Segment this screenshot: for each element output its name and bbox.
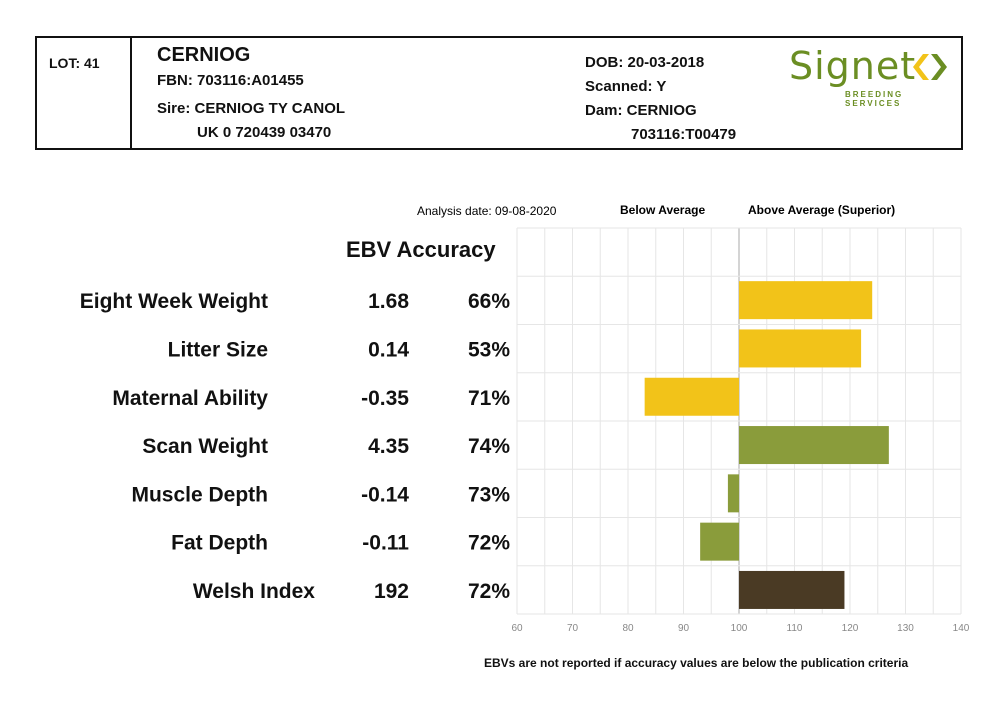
signet-logo-subtitle: BREEDING SERVICES — [845, 90, 904, 108]
accuracy-value: 71% — [468, 387, 510, 410]
signet-logo-text: Signet — [789, 44, 917, 88]
ebv-bar — [739, 570, 845, 609]
trait-label: Eight Week Weight — [80, 290, 268, 313]
trait-label: Maternal Ability — [112, 387, 268, 410]
accuracy-value: 66% — [468, 290, 510, 313]
accuracy-value: 72% — [468, 532, 510, 555]
ebv-bar — [739, 426, 889, 465]
ebv-value: -0.11 — [362, 532, 409, 555]
chart-grid — [516, 227, 962, 615]
ebv-bar — [727, 474, 739, 513]
above-average-label: Above Average (Superior) — [748, 203, 895, 217]
trait-rows: Eight Week Weight 1.68 66% Litter Size 0.14 5… — [80, 290, 511, 603]
trait-label: Litter Size — [168, 338, 268, 361]
trait-label: Fat Depth — [171, 532, 268, 555]
ebv-bar — [700, 522, 739, 561]
accuracy-value: 73% — [468, 483, 510, 506]
signet-chevrons-icon — [913, 54, 947, 80]
x-axis-ticks: 60 70 80 90 100 110 120 130 140 — [511, 623, 969, 634]
ebv-value: 0.14 — [368, 338, 409, 361]
x-tick-label: 140 — [953, 623, 970, 634]
x-tick-label: 130 — [897, 623, 914, 634]
trait-label: Welsh Index — [193, 580, 315, 603]
ebv-value: 1.68 — [368, 290, 409, 313]
dam-id: 703116:T00479 — [631, 126, 737, 143]
accuracy-value: 72% — [468, 580, 510, 603]
animal-name: CERNIOG — [157, 44, 251, 66]
x-tick-label: 110 — [787, 623, 803, 634]
ebv-value: -0.14 — [361, 483, 409, 506]
x-tick-label: 60 — [511, 623, 523, 634]
trait-label: Muscle Depth — [131, 483, 268, 506]
sire: Sire: CERNIOG TY CANOL — [157, 100, 346, 117]
x-tick-label: 70 — [567, 623, 579, 634]
date-of-birth: DOB: 20-03-2018 — [585, 54, 705, 71]
lot-number: LOT: 41 — [49, 55, 100, 71]
footnote: EBVs are not reported if accuracy values… — [484, 656, 909, 670]
animal-header: LOT: 41 CERNIOG FBN: 703116:A01455 Sire:… — [35, 36, 963, 150]
accuracy-value: 53% — [468, 338, 510, 361]
scanned-status: Scanned: Y — [585, 78, 667, 95]
signet-logo: Signet BREEDING SERVICES — [789, 44, 949, 108]
chart-bars — [644, 281, 889, 609]
ebv-value: -0.35 — [361, 387, 409, 410]
analysis-date: Analysis date: 09-08-2020 — [417, 204, 557, 218]
ebv-bar — [739, 329, 862, 368]
below-average-label: Below Average — [620, 203, 705, 217]
ebv-bar — [644, 377, 739, 416]
ebv-accuracy-header: EBV Accuracy — [346, 237, 496, 262]
trait-label: Scan Weight — [142, 435, 268, 458]
ebv-value: 192 — [374, 580, 409, 603]
lot-cell: LOT: 41 — [37, 38, 132, 148]
accuracy-value: 74% — [468, 435, 510, 458]
dam: Dam: CERNIOG — [585, 102, 697, 119]
ebv-value: 4.35 — [368, 435, 409, 458]
ebv-bar — [739, 281, 873, 320]
x-tick-label: 120 — [842, 623, 859, 634]
x-tick-label: 80 — [622, 623, 634, 634]
fbn: FBN: 703116:A01455 — [157, 72, 304, 89]
sire-id: UK 0 720439 03470 — [197, 124, 332, 141]
x-tick-label: 100 — [731, 623, 748, 634]
x-tick-label: 90 — [678, 623, 690, 634]
